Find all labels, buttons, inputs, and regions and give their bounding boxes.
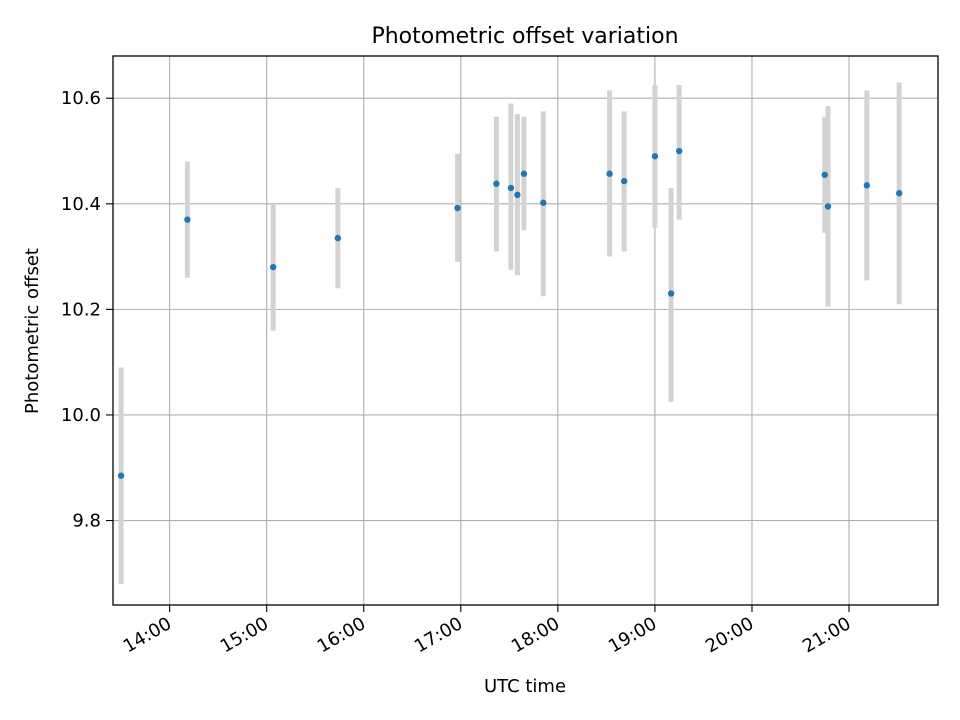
data-point <box>863 182 871 189</box>
data-point <box>667 290 675 297</box>
y-tick-label: 9.8 <box>72 511 101 532</box>
data-point <box>334 234 342 242</box>
chart-title: Photometric offset variation <box>371 24 678 49</box>
data-point <box>507 184 515 192</box>
plot-frame <box>112 55 939 606</box>
data-point <box>184 216 191 223</box>
data-point <box>606 170 613 177</box>
y-tick-label: 10.6 <box>61 88 101 109</box>
data-point <box>454 204 461 212</box>
data-point <box>651 153 659 160</box>
data-point <box>493 180 500 187</box>
data-points <box>117 147 903 479</box>
data-point <box>514 191 521 199</box>
data-point <box>675 147 683 155</box>
y-tick-label: 10.4 <box>61 194 101 215</box>
y-tick-label: 10.2 <box>61 299 101 320</box>
y-tick-label: 10.0 <box>61 405 101 426</box>
data-point <box>821 171 828 178</box>
data-point <box>540 199 547 206</box>
data-point <box>895 190 903 197</box>
data-point <box>620 177 628 185</box>
y-axis-label: Photometric offset <box>22 248 43 414</box>
data-point <box>520 170 528 177</box>
data-point <box>824 203 832 210</box>
x-axis-label: UTC time <box>484 676 566 697</box>
data-point <box>117 472 125 479</box>
data-point <box>269 263 277 271</box>
